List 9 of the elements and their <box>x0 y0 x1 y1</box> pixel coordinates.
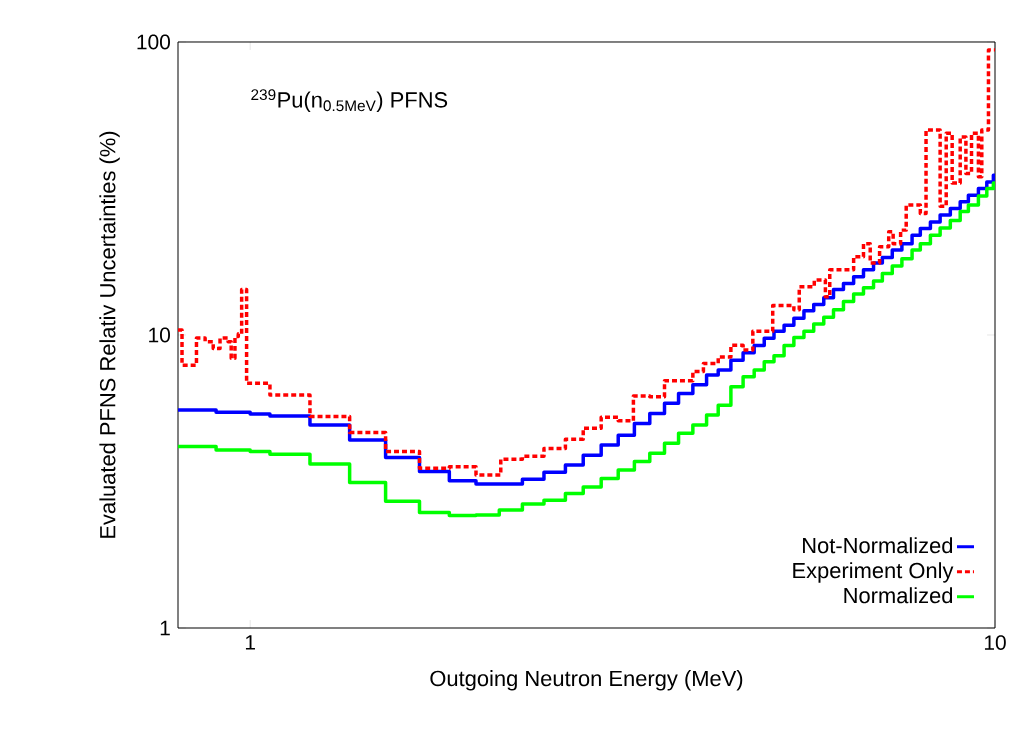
y-axis-title: Evaluated PFNS Relativ Uncertainties (%) <box>99 131 120 538</box>
y-tick-label: 1 <box>160 620 170 636</box>
y-tick-label: 100 <box>137 34 170 50</box>
legend-label: Experiment Only <box>793 562 954 583</box>
legend-label: Normalized <box>844 587 953 604</box>
annotation: $^{239}$Pu(n$_{0.5MeV}$) PFNS <box>251 89 448 112</box>
y-tick-label: 10 <box>149 327 170 343</box>
x-axis-title: Outgoing Neutron Energy (MeV) <box>430 670 743 691</box>
legend-label: Not-Normalized <box>803 537 953 554</box>
